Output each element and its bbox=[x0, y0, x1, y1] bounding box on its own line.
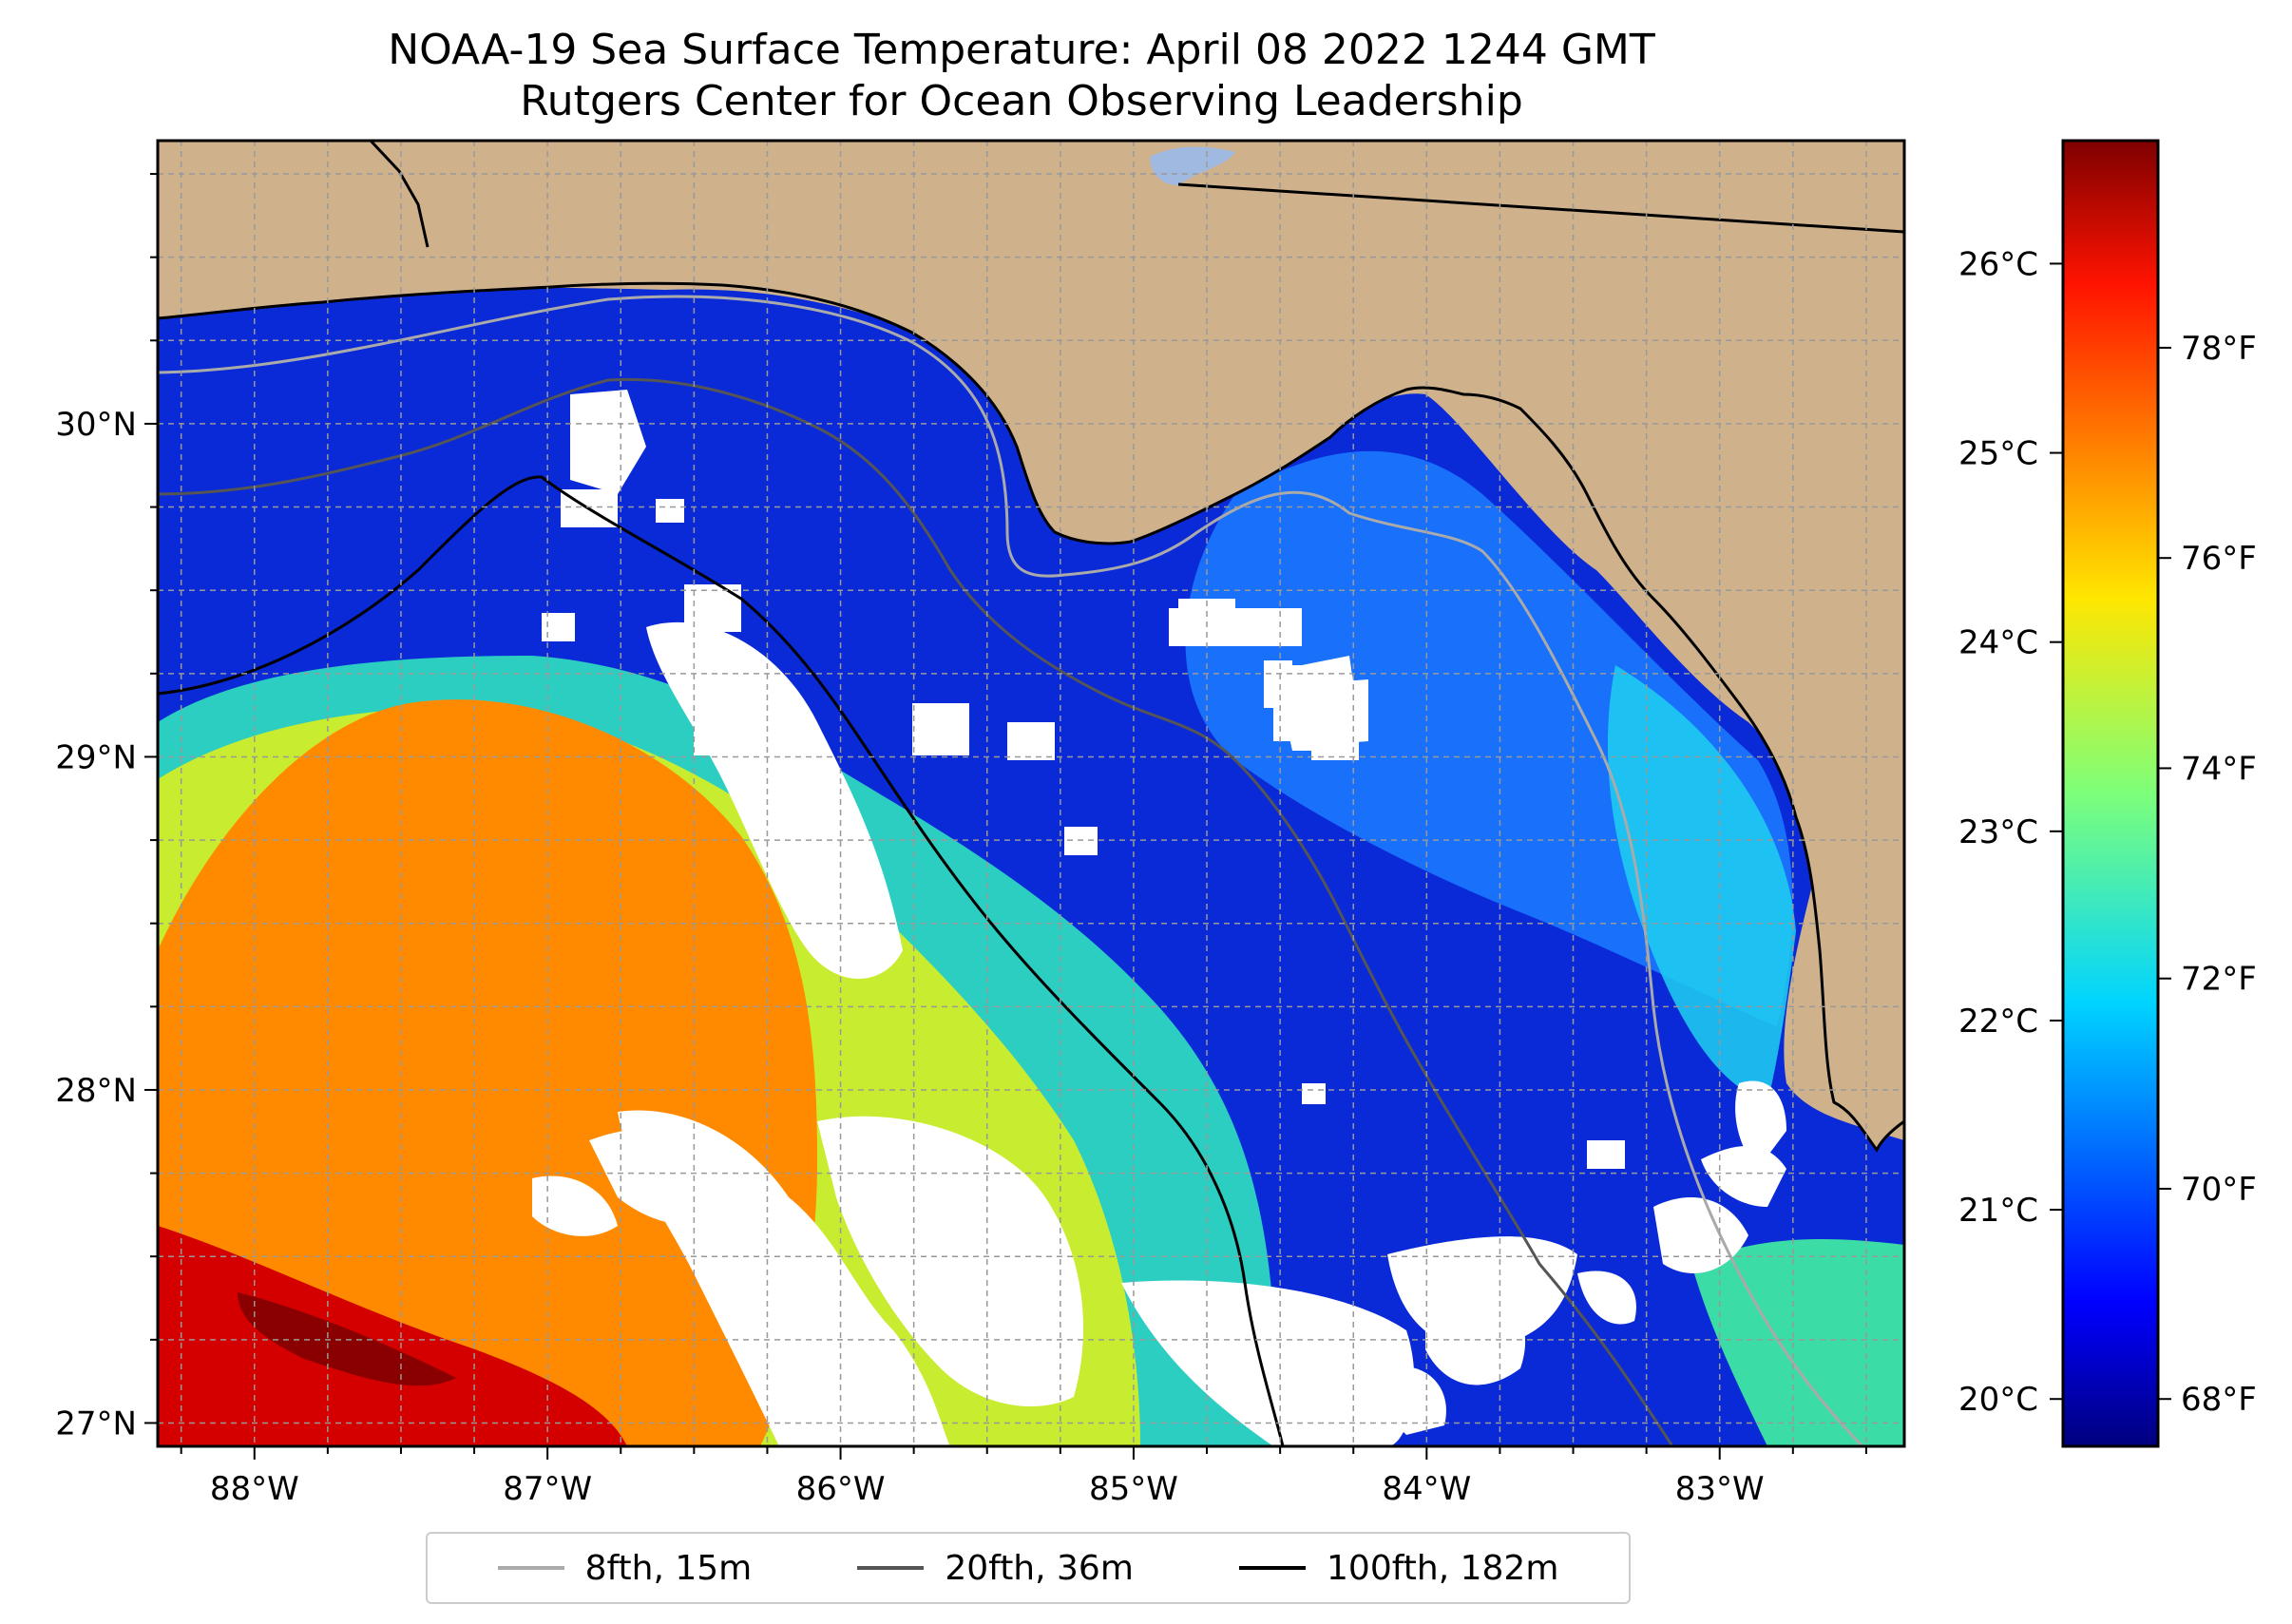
colorbar-axes: 20°C 21°C 22°C 23°C 24°C 25°C 26°C 68°F 70°F 72°F… bbox=[1958, 245, 2257, 1419]
map-panel bbox=[158, 141, 1904, 1446]
contour-20fth bbox=[158, 377, 1674, 1446]
legend-item: 8fth, 15m bbox=[497, 1548, 753, 1588]
fahrenheit-tick-label: 76°F bbox=[2181, 540, 2257, 578]
lon-tick-label: 84°W bbox=[1382, 1470, 1471, 1508]
fahrenheit-tick-label: 70°F bbox=[2181, 1171, 2257, 1209]
state-border bbox=[1177, 182, 1904, 234]
legend-label: 8fth, 15m bbox=[584, 1548, 753, 1588]
lat-tick-label: 27°N bbox=[55, 1404, 137, 1442]
celsius-tick-label: 25°C bbox=[1958, 435, 2038, 473]
sst-se-green bbox=[1691, 1239, 1904, 1446]
lon-tick-label: 87°W bbox=[503, 1470, 592, 1508]
sst-orange bbox=[158, 699, 817, 1446]
legend: 8fth, 15m 20fth, 36m 100fth, 182m bbox=[426, 1532, 1631, 1604]
sst-shelf-cyan bbox=[1607, 665, 1796, 1102]
lat-tick-label: 30°N bbox=[55, 406, 137, 444]
legend-item: 20fth, 36m bbox=[857, 1549, 1134, 1588]
fahrenheit-tick-label: 74°F bbox=[2181, 750, 2257, 788]
legend-label: 20fth, 36m bbox=[945, 1548, 1134, 1588]
gridlines bbox=[158, 141, 1904, 1446]
celsius-tick-label: 22°C bbox=[1958, 1003, 2038, 1041]
legend-line-swatch bbox=[857, 1566, 925, 1570]
lon-tick-label: 83°W bbox=[1675, 1470, 1765, 1508]
legend-line-swatch bbox=[1239, 1566, 1307, 1570]
chart-subtitle: Rutgers Center for Ocean Observing Leade… bbox=[520, 77, 1523, 125]
fahrenheit-tick-label: 72°F bbox=[2181, 961, 2257, 999]
lon-tick-label: 88°W bbox=[210, 1470, 299, 1508]
map-frame bbox=[156, 139, 1906, 1448]
contour-100fth bbox=[158, 475, 1285, 1446]
celsius-tick-label: 26°C bbox=[1958, 245, 2038, 283]
lat-tick-label: 29°N bbox=[55, 738, 137, 776]
lon-tick-label: 85°W bbox=[1089, 1470, 1178, 1508]
legend-item: 100fth, 182m bbox=[1239, 1549, 1558, 1588]
celsius-tick-label: 20°C bbox=[1958, 1381, 2038, 1419]
fahrenheit-tick-label: 78°F bbox=[2181, 330, 2257, 368]
sst-red bbox=[158, 1226, 627, 1446]
map-axes: 88°W 87°W 86°W 85°W 84°W 83°W 27°N 28°N 29°N 30°N bbox=[55, 173, 1867, 1508]
state-border-west bbox=[369, 141, 430, 248]
celsius-tick-label: 21°C bbox=[1958, 1192, 2038, 1230]
celsius-tick-label: 24°C bbox=[1958, 624, 2038, 662]
colorbar bbox=[2061, 139, 2160, 1448]
legend-line-swatch bbox=[497, 1566, 564, 1570]
fahrenheit-tick-label: 68°F bbox=[2181, 1381, 2257, 1419]
coastline-land bbox=[158, 141, 1904, 1153]
lon-tick-label: 86°W bbox=[796, 1470, 886, 1508]
chart-title: NOAA-19 Sea Surface Temperature: April 0… bbox=[388, 26, 1655, 74]
legend-label: 100fth, 182m bbox=[1327, 1548, 1559, 1588]
contour-8fth bbox=[158, 295, 1864, 1446]
lat-tick-label: 28°N bbox=[55, 1072, 137, 1110]
celsius-tick-label: 23°C bbox=[1958, 813, 2038, 851]
lake bbox=[1150, 146, 1235, 185]
